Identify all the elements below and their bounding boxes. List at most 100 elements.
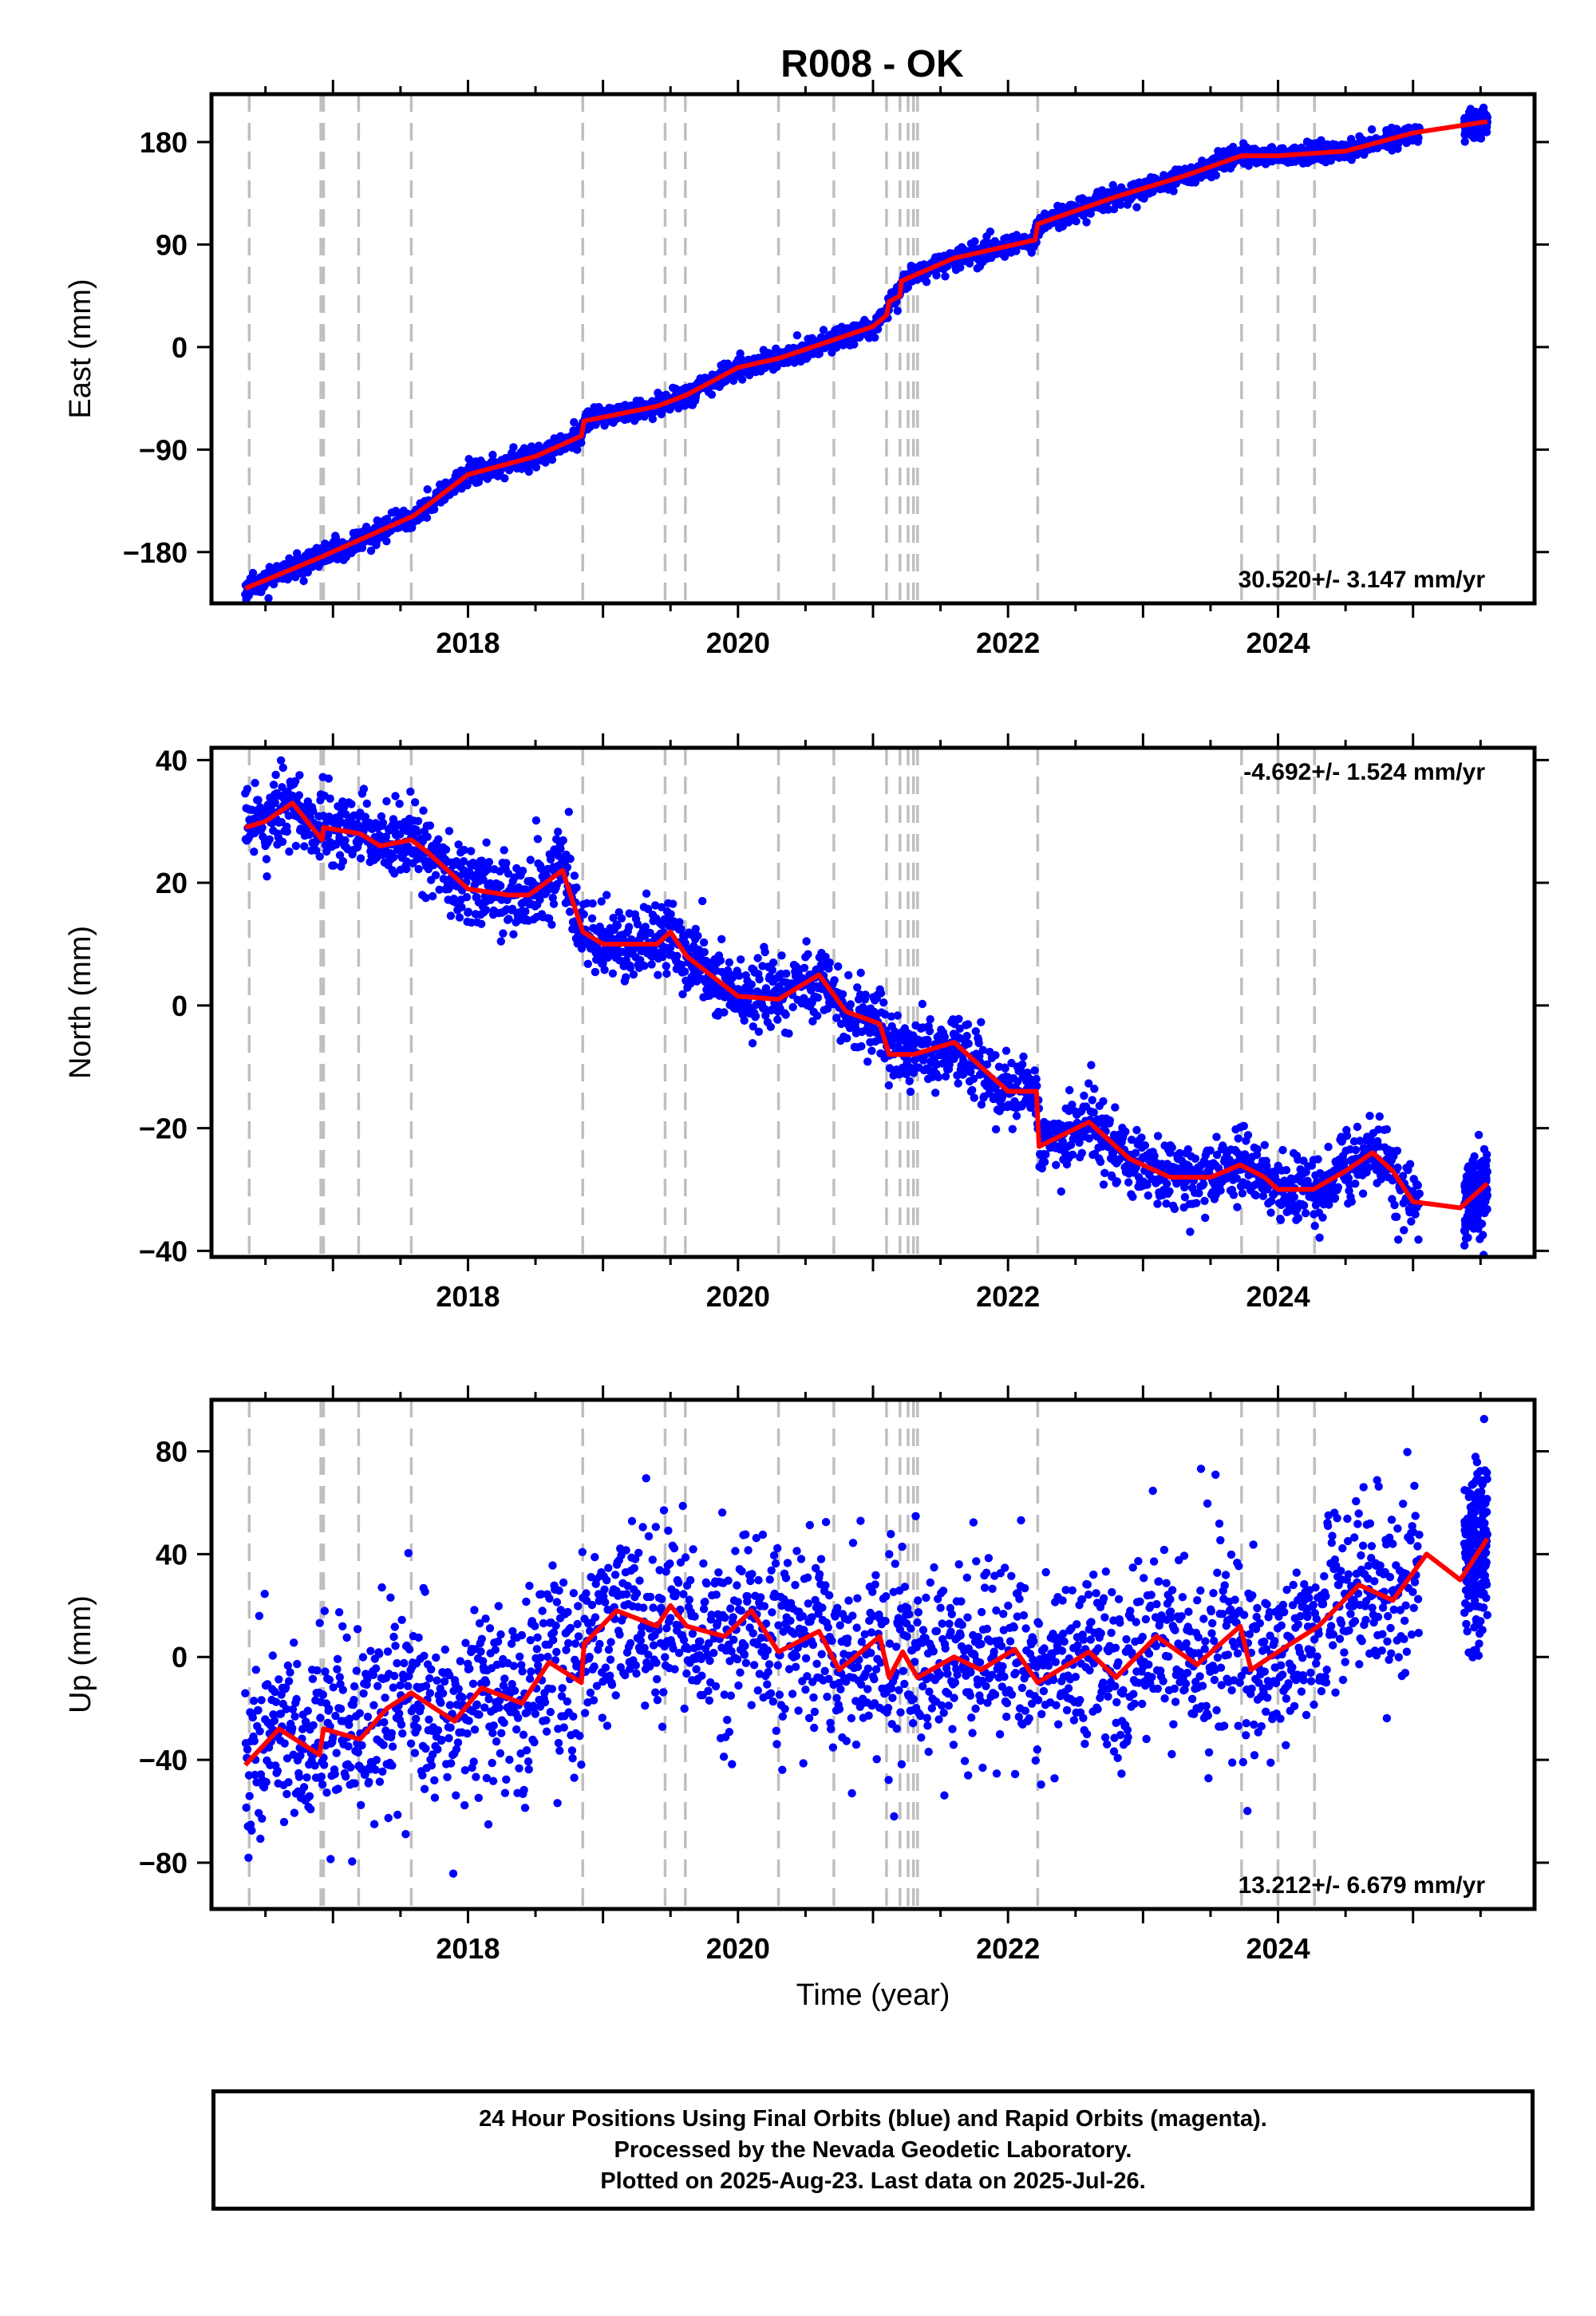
data-point	[902, 1069, 911, 1079]
data-point	[641, 923, 650, 931]
data-point	[922, 278, 931, 287]
data-point	[1001, 1046, 1011, 1055]
data-point	[413, 828, 422, 836]
data-point	[1040, 1157, 1049, 1167]
data-point	[754, 1027, 764, 1037]
data-point	[1128, 1192, 1137, 1201]
data-point	[500, 846, 508, 855]
data-point	[609, 914, 618, 923]
data-point	[1057, 1187, 1066, 1196]
data-point	[1398, 1172, 1408, 1180]
y-tick-label: 180	[140, 126, 188, 159]
data-point	[1127, 1136, 1136, 1144]
data-point	[819, 326, 828, 334]
data-point	[941, 1072, 950, 1081]
data-point	[962, 1031, 971, 1041]
data-point	[481, 906, 491, 915]
data-point	[556, 844, 565, 854]
data-point	[395, 800, 404, 808]
data-point	[243, 785, 252, 793]
data-point	[294, 791, 303, 800]
data-point	[1186, 1227, 1195, 1236]
data-point	[583, 407, 592, 416]
data-point	[1201, 1213, 1210, 1223]
data-point	[1191, 1154, 1200, 1164]
data-point	[832, 1014, 841, 1022]
data-point	[263, 872, 271, 881]
data-point	[1375, 1112, 1385, 1121]
data-point	[1325, 1200, 1333, 1209]
data-point	[642, 889, 651, 898]
data-point	[926, 1015, 934, 1024]
data-point	[761, 984, 771, 993]
data-point	[1072, 217, 1080, 226]
data-point	[700, 947, 709, 957]
data-point	[1162, 1199, 1171, 1208]
data-point	[954, 1079, 962, 1088]
data-point	[686, 979, 695, 988]
data-point	[300, 842, 309, 851]
data-point	[544, 914, 554, 923]
data-point	[429, 891, 437, 901]
data-point	[1192, 1199, 1201, 1207]
data-point	[291, 573, 300, 582]
data-point	[591, 967, 600, 977]
data-point	[1116, 200, 1125, 209]
data-point	[856, 968, 865, 978]
data-point	[1414, 1235, 1423, 1244]
data-point	[978, 1045, 988, 1054]
data-point	[751, 1012, 760, 1021]
data-point	[565, 907, 575, 916]
data-point	[391, 792, 400, 800]
data-point	[876, 989, 886, 998]
data-point	[1251, 1191, 1261, 1200]
data-point	[457, 903, 466, 911]
data-point	[615, 956, 624, 965]
data-point	[691, 924, 700, 934]
data-point	[918, 999, 927, 1009]
data-point	[735, 971, 744, 980]
data-point	[414, 864, 423, 874]
data-point	[1111, 1103, 1120, 1112]
data-point	[488, 450, 497, 460]
data-point	[1132, 203, 1141, 211]
data-point	[881, 1010, 890, 1019]
data-point	[813, 993, 823, 1002]
data-point	[740, 1016, 749, 1026]
data-point	[550, 845, 559, 854]
data-point	[1105, 1116, 1115, 1125]
data-point	[1012, 247, 1021, 255]
data-point	[1464, 1233, 1472, 1243]
data-point	[271, 798, 280, 808]
data-point	[1460, 137, 1469, 146]
data-point	[1233, 1203, 1242, 1211]
data-point	[768, 966, 776, 974]
data-point	[502, 859, 511, 868]
data-point	[1243, 1131, 1253, 1140]
data-point	[377, 812, 386, 821]
data-point	[341, 836, 350, 845]
data-point	[662, 962, 670, 970]
data-point	[760, 1004, 769, 1014]
data-point	[940, 1033, 950, 1041]
data-point	[608, 969, 618, 978]
data-point	[602, 891, 611, 899]
data-point	[435, 885, 444, 895]
data-point	[1317, 136, 1325, 144]
data-point	[1229, 1191, 1238, 1199]
data-point	[381, 832, 390, 841]
data-point	[945, 1060, 954, 1069]
data-point	[482, 838, 491, 847]
data-point	[382, 537, 391, 546]
data-point	[1167, 1143, 1176, 1152]
data-point	[1041, 1150, 1050, 1159]
data-point	[299, 576, 308, 586]
data-point	[808, 1017, 817, 1026]
data-point	[1090, 1085, 1099, 1093]
data-point	[941, 272, 950, 281]
data-point	[413, 816, 423, 825]
data-point	[1084, 1134, 1094, 1143]
data-point	[1299, 1156, 1308, 1165]
data-point	[431, 871, 440, 879]
data-point	[402, 857, 411, 866]
